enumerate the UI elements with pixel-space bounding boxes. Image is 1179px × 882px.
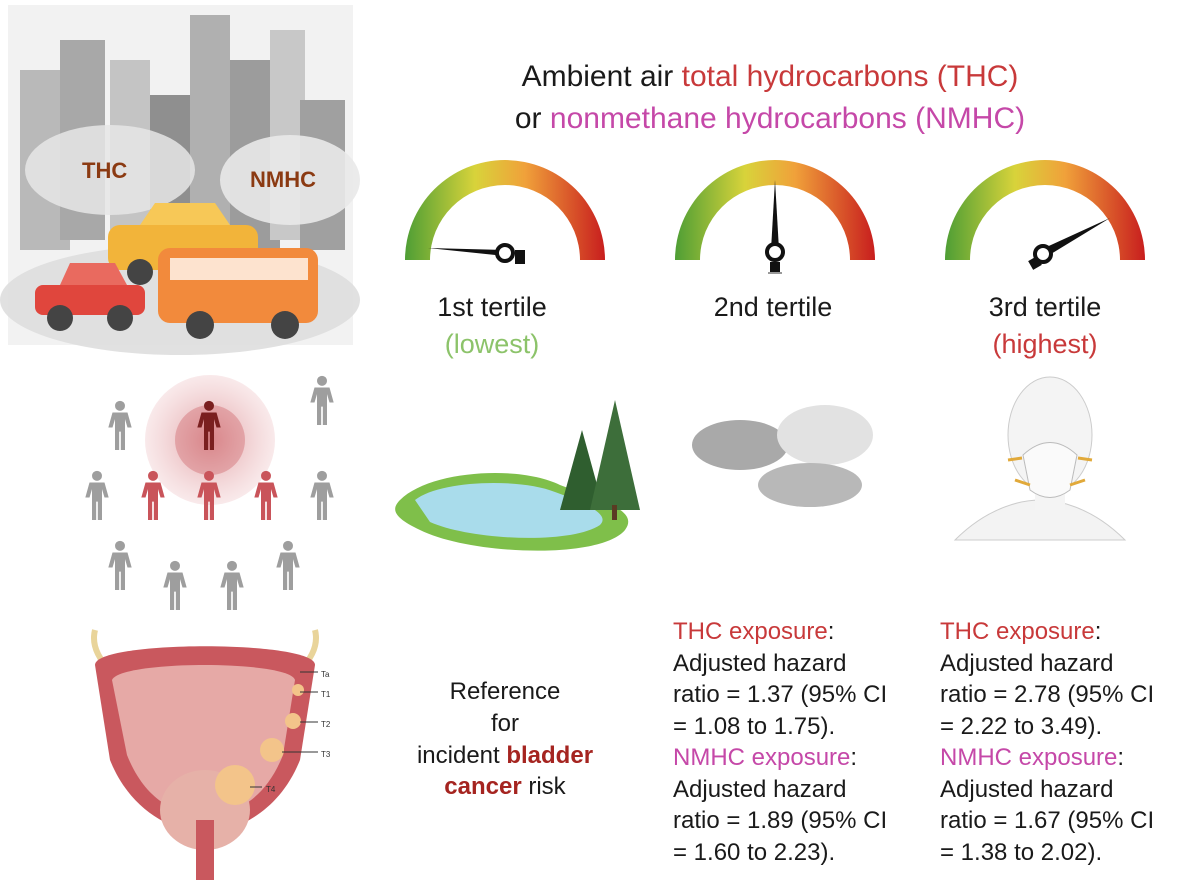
reference-text: incident [417, 742, 506, 769]
shape [170, 258, 308, 280]
exposure-suffix: : [1095, 618, 1102, 645]
exposure-heading: THC exposure: [940, 618, 1101, 646]
shape [768, 272, 782, 274]
gauges [405, 160, 1145, 274]
exposure-label: THC exposure [673, 618, 828, 645]
exposure-suffix: : [1117, 744, 1124, 771]
reference-text: cancer risk [375, 773, 635, 801]
exposure-heading: NMHC exposure: [673, 744, 857, 772]
exposure-label: NMHC exposure [940, 744, 1117, 771]
title-line-2: or nonmethane hydrocarbons (NMHC) [0, 102, 1179, 136]
reference-text: for [375, 710, 635, 738]
reference-text: Reference [375, 678, 635, 706]
exposure-label: NMHC exposure [673, 744, 850, 771]
title-line-1: Ambient air total hydrocarbons (THC) [0, 60, 1179, 94]
lake-trees [395, 400, 640, 551]
tertile-note: (highest) [915, 329, 1175, 360]
tertile-label: 3rd tertile [915, 292, 1175, 323]
shape [1023, 443, 1077, 498]
hazard-ratio-text: Adjusted hazard [673, 650, 846, 678]
shape [140, 203, 230, 225]
city-label: NMHC [250, 167, 316, 193]
shape [777, 405, 873, 465]
reference-emphasis: cancer [444, 773, 521, 800]
shape [590, 400, 640, 510]
city-label: THC [82, 158, 127, 184]
shape [310, 471, 333, 520]
tertile-note: (lowest) [362, 329, 622, 360]
stage-label: T3 [321, 750, 331, 759]
shape [108, 401, 131, 450]
shape [215, 765, 255, 805]
masked-person [955, 377, 1125, 540]
stage-label: T2 [321, 720, 331, 729]
exposure-heading: NMHC exposure: [940, 744, 1124, 772]
exposure-suffix: : [828, 618, 835, 645]
shape [163, 561, 186, 610]
shape [276, 541, 299, 590]
shape [47, 305, 73, 331]
shape [196, 820, 214, 880]
shape [107, 305, 133, 331]
shape [271, 311, 299, 339]
hazard-ratio-text: = 1.08 to 1.75). [673, 713, 835, 741]
hazard-ratio-text: = 1.38 to 2.02). [940, 839, 1102, 867]
hazard-ratio-text: Adjusted hazard [940, 776, 1113, 804]
stage-label: T4 [266, 785, 276, 794]
population [85, 375, 333, 610]
shape [310, 376, 333, 425]
bladder [94, 630, 318, 880]
reference-emphasis: bladder [506, 742, 593, 769]
stage-label: Ta [321, 670, 330, 679]
tertile-label: 1st tertile [362, 292, 622, 323]
hazard-ratio-text: ratio = 1.89 (95% CI [673, 807, 887, 835]
title-prefix: or [515, 102, 550, 135]
title-highlight: nonmethane hydrocarbons (NMHC) [550, 102, 1025, 135]
shape [285, 713, 301, 729]
shape [515, 250, 525, 264]
shape [692, 420, 788, 470]
hazard-ratio-text: ratio = 1.67 (95% CI [940, 807, 1154, 835]
clouds [692, 405, 873, 507]
shape [771, 180, 779, 250]
shape [428, 248, 505, 256]
hazard-ratio-text: Adjusted hazard [673, 776, 846, 804]
shape [612, 505, 617, 520]
title-highlight: total hydrocarbons (THC) [682, 60, 1019, 93]
reference-text: risk [522, 773, 566, 800]
stage-label: T1 [321, 690, 331, 699]
shape [127, 259, 153, 285]
hazard-ratio-text: = 1.60 to 2.23). [673, 839, 835, 867]
exposure-label: THC exposure [940, 618, 1095, 645]
hazard-ratio-text: ratio = 2.78 (95% CI [940, 681, 1154, 709]
title-prefix: Ambient air [522, 60, 682, 93]
hazard-ratio-text: Adjusted hazard [940, 650, 1113, 678]
shape [292, 684, 304, 696]
shape [108, 541, 131, 590]
shape [85, 471, 108, 520]
shape [220, 561, 243, 610]
shape [767, 244, 783, 260]
graphical-abstract: Ta T1 T2 T3 T4 Ambient air total hydrocarbon… [0, 0, 1179, 882]
shape [497, 245, 513, 261]
hazard-ratio-text: = 2.22 to 3.49). [940, 713, 1102, 741]
shape [758, 463, 862, 507]
exposure-suffix: : [850, 744, 857, 771]
shape [186, 311, 214, 339]
shape [770, 262, 780, 272]
hazard-ratio-text: ratio = 1.37 (95% CI [673, 681, 887, 709]
shape [260, 738, 284, 762]
tertile-label: 2nd tertile [643, 292, 903, 323]
exposure-heading: THC exposure: [673, 618, 834, 646]
reference-text: incident bladder [375, 742, 635, 770]
